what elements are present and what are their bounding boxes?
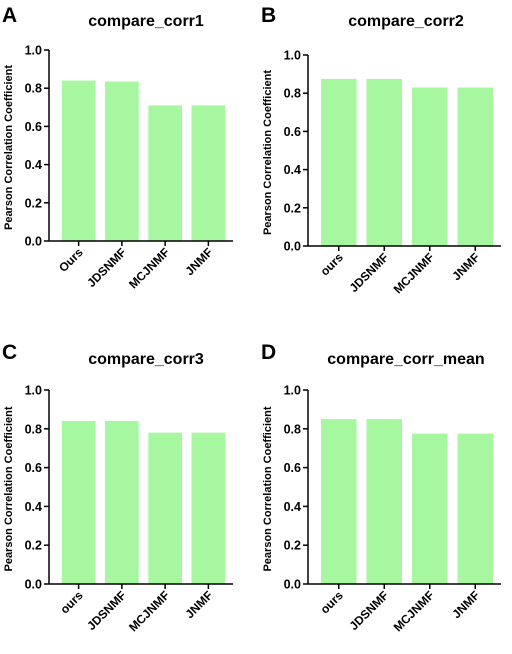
panel-d-ytick-label-3: 0.6 — [284, 461, 301, 475]
panel-a-title: compare_corr1 — [88, 13, 204, 30]
panel-a-bar-2 — [148, 105, 182, 242]
panel-c-letter: C — [2, 341, 17, 364]
panel-c-ytick-label-2: 0.4 — [25, 500, 42, 514]
panel-b-bar-0 — [321, 78, 357, 247]
panel-d-ytick-label-2: 0.4 — [284, 500, 301, 514]
panel-a-bar-1 — [105, 81, 139, 241]
panel-a-xtick-label-3: JNMF — [182, 245, 215, 278]
panel-d-letter: D — [261, 341, 276, 364]
panel-c-xtick-label-1: JDSNMF — [84, 588, 129, 633]
panel-b-ytick-label-1: 0.2 — [284, 201, 301, 215]
panel-c-ytick-label-4: 0.8 — [25, 422, 42, 436]
panel-c-bar-1 — [105, 421, 139, 584]
panel-b-ytick-label-3: 0.6 — [284, 125, 301, 139]
panel-d-ytick-label-4: 0.8 — [284, 422, 301, 436]
panel-a-ytick-label-3: 0.6 — [25, 120, 42, 134]
panel-d-xtick-label-2: MCJNMF — [391, 588, 437, 634]
panel-d-bar-1 — [366, 419, 402, 584]
panel-b-xtick-label-2: MCJNMF — [391, 250, 437, 296]
panel-b-xtick-label-3: JNMF — [449, 250, 482, 283]
panel-c-ytick-label-1: 0.2 — [25, 539, 42, 553]
panel-c-title: compare_corr3 — [88, 351, 204, 368]
panel-a-xtick-label-0: Ours — [56, 245, 86, 275]
panel-a-ytick-label-1: 0.2 — [25, 196, 42, 210]
panel-b-xtick-label-0: ours — [318, 250, 347, 279]
panel-d-xtick-label-0: ours — [318, 588, 347, 617]
panel-a-bar-3 — [191, 105, 226, 242]
panel-d-bar-0 — [321, 419, 357, 584]
panel-b-ytick-label-5: 1.0 — [284, 49, 301, 63]
panel-c-ytick-label-5: 1.0 — [25, 384, 42, 398]
panel-d-ytick-label-1: 0.2 — [284, 539, 301, 553]
panel-c-bar-2 — [148, 432, 182, 584]
panel-c-xtick-label-0: ours — [57, 588, 86, 617]
panel-d-bar-2 — [412, 433, 448, 584]
panel-d-bar-3 — [457, 433, 493, 584]
panel-a-ytick-label-5: 1.0 — [25, 44, 42, 58]
panel-d-xtick-label-3: JNMF — [449, 588, 482, 621]
panel-c-xtick-label-3: JNMF — [182, 588, 215, 621]
panel-b-letter: B — [261, 4, 276, 27]
panel-b-bar-2 — [412, 87, 448, 246]
panel-a-bar-0 — [61, 80, 96, 241]
panel-c-ytick-label-3: 0.6 — [25, 461, 42, 475]
panel-b-ytick-label-0: 0.0 — [284, 240, 301, 254]
panel-b-ytick-label-4: 0.8 — [284, 87, 301, 101]
panel-a-xtick-label-1: JDSNMF — [84, 245, 129, 290]
panel-c-xtick-label-2: MCJNMF — [126, 588, 172, 634]
panel-b-ylabel: Pearson Correlation Coefficient — [262, 70, 274, 235]
panel-c-ytick-label-0: 0.0 — [25, 578, 42, 592]
panel-d-xtick-label-1: JDSNMF — [347, 588, 392, 633]
panel-a-ytick-label-2: 0.4 — [25, 158, 42, 172]
panel-d-ylabel: Pearson Correlation Coefficient — [262, 406, 274, 571]
panel-c-bar-3 — [191, 432, 226, 584]
panel-a-ylabel: Pearson Correlation Coefficient — [3, 65, 15, 230]
panel-c-bar-0 — [61, 421, 96, 584]
panel-b-title: compare_corr2 — [348, 13, 464, 30]
panel-d-ytick-label-0: 0.0 — [284, 578, 301, 592]
panel-b-bar-3 — [457, 87, 493, 246]
panel-a-xtick-label-2: MCJNMF — [126, 245, 172, 291]
panel-d-ytick-label-5: 1.0 — [284, 384, 301, 398]
panel-a-letter: A — [2, 4, 17, 27]
panel-b-ytick-label-2: 0.4 — [284, 163, 301, 177]
panel-a-ytick-label-0: 0.0 — [25, 235, 42, 249]
panel-b-xtick-label-1: JDSNMF — [347, 250, 392, 295]
panel-d-title: compare_corr_mean — [327, 351, 484, 368]
panel-c-ylabel: Pearson Correlation Coefficient — [3, 406, 15, 571]
panel-a-ytick-label-4: 0.8 — [25, 82, 42, 96]
panel-b-bar-1 — [366, 78, 402, 247]
